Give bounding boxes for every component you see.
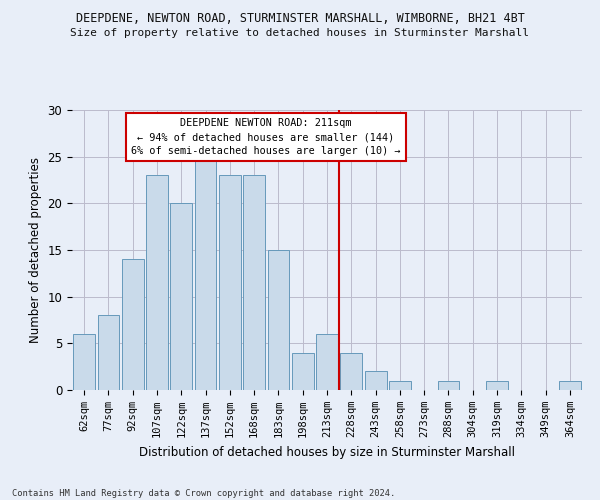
X-axis label: Distribution of detached houses by size in Sturminster Marshall: Distribution of detached houses by size … xyxy=(139,446,515,458)
Bar xyxy=(559,380,581,390)
Bar xyxy=(365,372,386,390)
Bar xyxy=(316,334,338,390)
Bar xyxy=(268,250,289,390)
Bar xyxy=(292,352,314,390)
Text: DEEPDENE NEWTON ROAD: 211sqm
← 94% of detached houses are smaller (144)
6% of se: DEEPDENE NEWTON ROAD: 211sqm ← 94% of de… xyxy=(131,118,401,156)
Bar xyxy=(340,352,362,390)
Bar xyxy=(243,176,265,390)
Bar xyxy=(437,380,460,390)
Bar xyxy=(486,380,508,390)
Text: Size of property relative to detached houses in Sturminster Marshall: Size of property relative to detached ho… xyxy=(71,28,530,38)
Bar xyxy=(219,176,241,390)
Bar xyxy=(194,156,217,390)
Bar xyxy=(170,204,192,390)
Bar xyxy=(73,334,95,390)
Bar xyxy=(97,316,119,390)
Bar xyxy=(146,176,168,390)
Bar xyxy=(122,260,143,390)
Text: DEEPDENE, NEWTON ROAD, STURMINSTER MARSHALL, WIMBORNE, BH21 4BT: DEEPDENE, NEWTON ROAD, STURMINSTER MARSH… xyxy=(76,12,524,26)
Y-axis label: Number of detached properties: Number of detached properties xyxy=(29,157,42,343)
Text: Contains HM Land Registry data © Crown copyright and database right 2024.: Contains HM Land Registry data © Crown c… xyxy=(12,488,395,498)
Bar xyxy=(389,380,411,390)
